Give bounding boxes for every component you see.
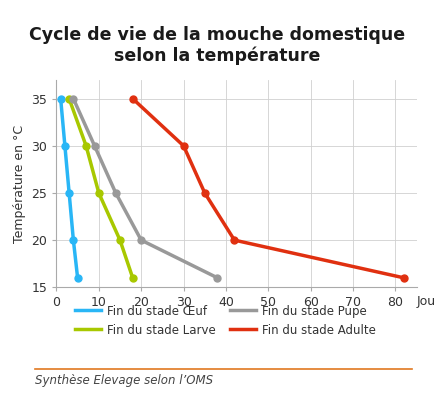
Y-axis label: Température en °C: Température en °C	[13, 124, 26, 243]
Text: Synthèse Elevage selon l’OMS: Synthèse Elevage selon l’OMS	[35, 374, 213, 387]
Text: Cycle de vie de la mouche domestique
selon la température: Cycle de vie de la mouche domestique sel…	[29, 26, 405, 65]
Legend: Fin du stade Œuf, Fin du stade Larve, Fin du stade Pupe, Fin du stade Adulte: Fin du stade Œuf, Fin du stade Larve, Fi…	[71, 300, 381, 341]
Text: Jours: Jours	[417, 295, 434, 308]
